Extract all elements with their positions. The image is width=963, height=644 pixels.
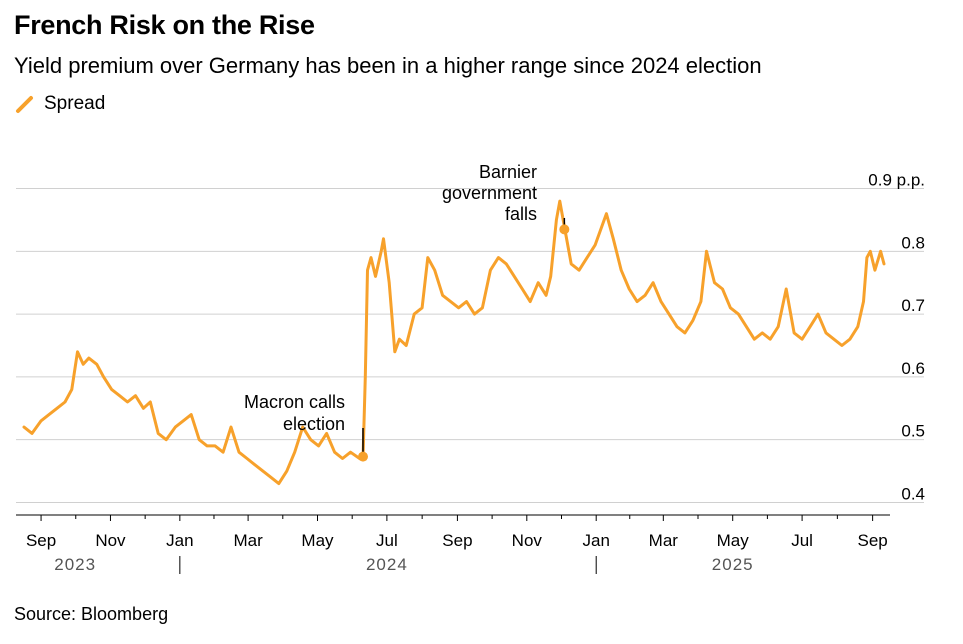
x-tick-label: Sep: [442, 531, 472, 550]
x-tick-label: Jan: [582, 531, 609, 550]
year-label: 2024: [366, 555, 408, 574]
x-tick-label: Nov: [95, 531, 126, 550]
y-tick-label: 0.5: [901, 422, 925, 441]
x-tick-label: Jan: [166, 531, 193, 550]
x-tick-label: Mar: [233, 531, 263, 550]
series-spread: [22, 199, 886, 486]
annotation-label: government: [442, 183, 537, 203]
annotation-label: Barnier: [479, 162, 537, 182]
annotation-marker: [559, 224, 570, 235]
x-tick-label: Jul: [791, 531, 813, 550]
x-tick-label: Jul: [376, 531, 398, 550]
source-note: Source: Bloomberg: [14, 604, 169, 624]
y-axis: 0.9 p.p. 0.8 0.7 0.6 0.5 0.4: [868, 171, 925, 504]
x-tick-label: Nov: [512, 531, 543, 550]
x-tick-label: Mar: [649, 531, 679, 550]
legend-line-icon: [14, 93, 36, 115]
gridlines: [16, 188, 924, 503]
annotation-label: Macron calls: [244, 392, 345, 412]
chart-title: French Risk on the Rise: [14, 10, 315, 40]
chart-subtitle: Yield premium over Germany has been in a…: [14, 53, 762, 78]
y-tick-label: 0.4: [901, 484, 925, 503]
y-tick-label: 0.7: [901, 296, 925, 315]
y-tick-label: 0.9 p.p.: [868, 171, 925, 190]
y-tick-label: 0.6: [901, 359, 925, 378]
y-tick-label: 0.8: [901, 233, 925, 252]
x-tick-label: Sep: [857, 531, 887, 550]
legend: Spread: [14, 93, 105, 115]
annotation-marker: [357, 451, 368, 462]
year-label: 2025: [712, 555, 754, 574]
x-axis: Sep Nov Jan Mar May Jul Sep Nov Jan Mar May Jul Sep 2…: [16, 514, 890, 574]
x-tick-label: May: [301, 531, 334, 550]
annotation-label: election: [283, 414, 345, 434]
annotation-label: falls: [505, 204, 537, 224]
spread-line: [22, 199, 886, 486]
x-tick-label: Sep: [26, 531, 56, 550]
year-label: 2023: [54, 555, 96, 574]
line-chart: Sep Nov Jan Mar May Jul Sep Nov Jan Mar May Jul Sep 2…: [16, 162, 925, 574]
legend-label-spread: Spread: [44, 93, 106, 114]
x-tick-label: May: [717, 531, 750, 550]
